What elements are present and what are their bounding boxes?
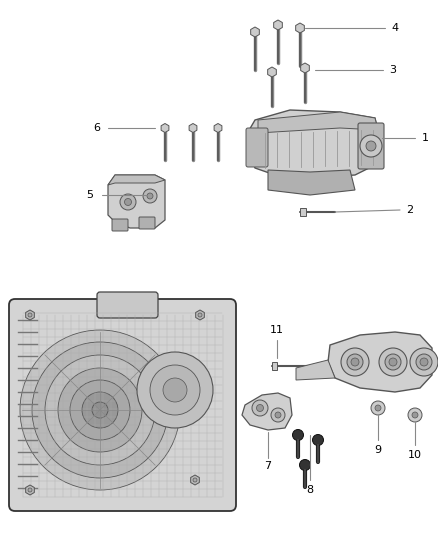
Circle shape [416,354,432,370]
Polygon shape [300,208,306,216]
Polygon shape [268,67,276,77]
Circle shape [412,412,418,418]
Circle shape [163,378,187,402]
Polygon shape [268,170,355,195]
Text: 2: 2 [406,205,413,215]
Polygon shape [108,175,165,228]
Polygon shape [191,475,199,485]
FancyBboxPatch shape [112,219,128,231]
Polygon shape [251,27,259,37]
Polygon shape [108,175,165,185]
Polygon shape [26,310,34,320]
Polygon shape [242,393,292,430]
Text: 7: 7 [265,461,272,471]
Polygon shape [189,124,197,133]
Circle shape [410,348,438,376]
Circle shape [58,368,142,452]
Circle shape [389,358,397,366]
Polygon shape [196,310,205,320]
Circle shape [293,430,304,440]
Polygon shape [300,63,309,73]
FancyBboxPatch shape [9,299,236,511]
Circle shape [300,459,311,471]
FancyBboxPatch shape [97,292,158,318]
Polygon shape [26,485,34,495]
Polygon shape [214,124,222,133]
Circle shape [271,408,285,422]
Circle shape [252,400,268,416]
Circle shape [312,434,324,446]
Circle shape [120,194,136,210]
Circle shape [92,402,108,418]
Text: 10: 10 [408,450,422,460]
Circle shape [150,365,200,415]
Text: 3: 3 [389,65,396,75]
Polygon shape [248,110,380,178]
Circle shape [360,135,382,157]
Circle shape [408,408,422,422]
Circle shape [70,380,130,440]
Text: 11: 11 [270,325,284,335]
Text: 4: 4 [392,23,399,33]
Polygon shape [296,23,304,33]
Circle shape [82,392,118,428]
Circle shape [143,189,157,203]
Text: 5: 5 [86,190,93,200]
Polygon shape [272,362,277,370]
Polygon shape [161,124,169,133]
Polygon shape [296,360,335,380]
FancyBboxPatch shape [358,123,384,169]
Circle shape [275,412,281,418]
Circle shape [124,198,131,206]
Polygon shape [274,20,283,30]
Circle shape [371,401,385,415]
Circle shape [20,330,180,490]
Text: 8: 8 [307,485,314,495]
Polygon shape [258,112,378,133]
Circle shape [379,348,407,376]
Text: 9: 9 [374,445,381,455]
Text: 6: 6 [93,123,100,133]
Circle shape [32,342,168,478]
Circle shape [28,313,32,317]
Circle shape [366,141,376,151]
Circle shape [147,193,153,199]
Circle shape [257,405,264,411]
Circle shape [28,488,32,492]
Circle shape [137,352,213,428]
Circle shape [347,354,363,370]
Circle shape [351,358,359,366]
FancyBboxPatch shape [139,217,155,229]
Circle shape [385,354,401,370]
Circle shape [198,313,202,317]
Circle shape [375,405,381,411]
Circle shape [45,355,155,465]
Polygon shape [328,332,432,392]
Circle shape [193,478,197,482]
Circle shape [341,348,369,376]
Circle shape [420,358,428,366]
FancyBboxPatch shape [246,128,268,167]
Text: 1: 1 [421,133,428,143]
